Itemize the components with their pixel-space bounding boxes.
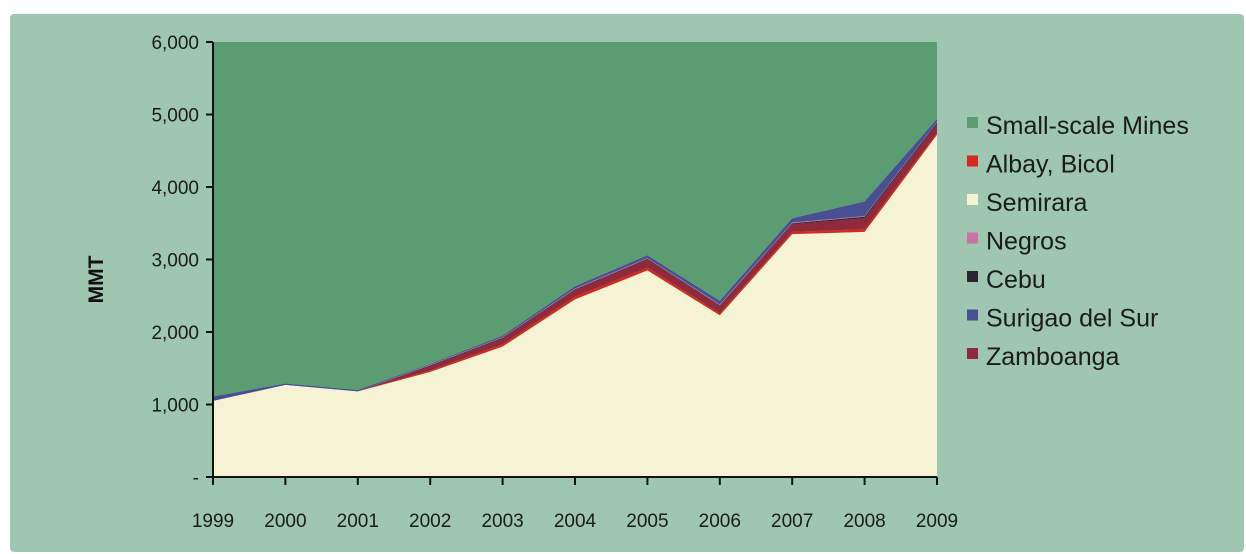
legend-swatch: [967, 155, 978, 167]
y-tick-label: 1,000: [151, 396, 199, 417]
y-axis-title: MMT: [85, 255, 108, 303]
legend-item-small-scale-mines: Small-scale Mines: [967, 112, 1189, 140]
legend-label: Small-scale Mines: [986, 112, 1189, 140]
legend: Small-scale Mines Albay, Bicol Semirara Neg…: [967, 112, 1189, 371]
legend-item-negros: Negros: [967, 228, 1067, 256]
legend-label: Negros: [986, 228, 1067, 256]
x-tick-label: 2002: [409, 511, 451, 532]
area-semirara: [213, 134, 937, 478]
legend-swatch: [967, 309, 978, 321]
y-tick-label: 5,000: [151, 106, 199, 127]
y-tick-label: 2,000: [151, 323, 199, 344]
legend-item-surigao-del-sur: Surigao del Sur: [967, 305, 1158, 333]
legend-label: Albay, Bicol: [986, 151, 1115, 179]
legend-label: Zamboanga: [986, 343, 1120, 371]
x-tick-label: 2004: [554, 511, 597, 532]
area-series-group: [213, 42, 937, 478]
x-tick-label: 2007: [771, 511, 813, 532]
x-tick-label: 2000: [264, 511, 306, 532]
legend-swatch: [967, 194, 978, 205]
legend-swatch: [967, 232, 978, 244]
x-tick-label: 2009: [916, 511, 958, 532]
x-tick-label: 1999: [192, 511, 234, 532]
legend-item-semirara: Semirara: [967, 189, 1088, 217]
y-tick-label: 6,000: [151, 33, 199, 54]
legend-label: Semirara: [986, 189, 1088, 217]
legend-swatch: [967, 117, 978, 128]
x-tick-label: 2006: [699, 511, 741, 532]
x-tick-label: 2005: [626, 511, 668, 532]
legend-item-albay-bicol: Albay, Bicol: [967, 151, 1115, 179]
area-small-scale-mines: [213, 42, 937, 397]
axes-group: - 1,000 2,000 3,000 4,000 5,000 6,000 1999 2000 2…: [85, 33, 958, 532]
y-tick-label: -: [193, 468, 199, 489]
y-tick-label: 3,000: [151, 251, 199, 272]
legend-swatch: [967, 348, 978, 359]
x-tick-label: 2003: [481, 511, 523, 532]
legend-label: Surigao del Sur: [986, 305, 1158, 333]
legend-item-zamboanga: Zamboanga: [967, 343, 1120, 371]
x-tick-label: 2008: [843, 511, 885, 532]
y-tick-label: 4,000: [151, 178, 199, 199]
legend-label: Cebu: [986, 266, 1046, 294]
x-tick-label: 2001: [337, 511, 379, 532]
legend-swatch: [967, 271, 978, 282]
legend-item-cebu: Cebu: [967, 266, 1046, 294]
